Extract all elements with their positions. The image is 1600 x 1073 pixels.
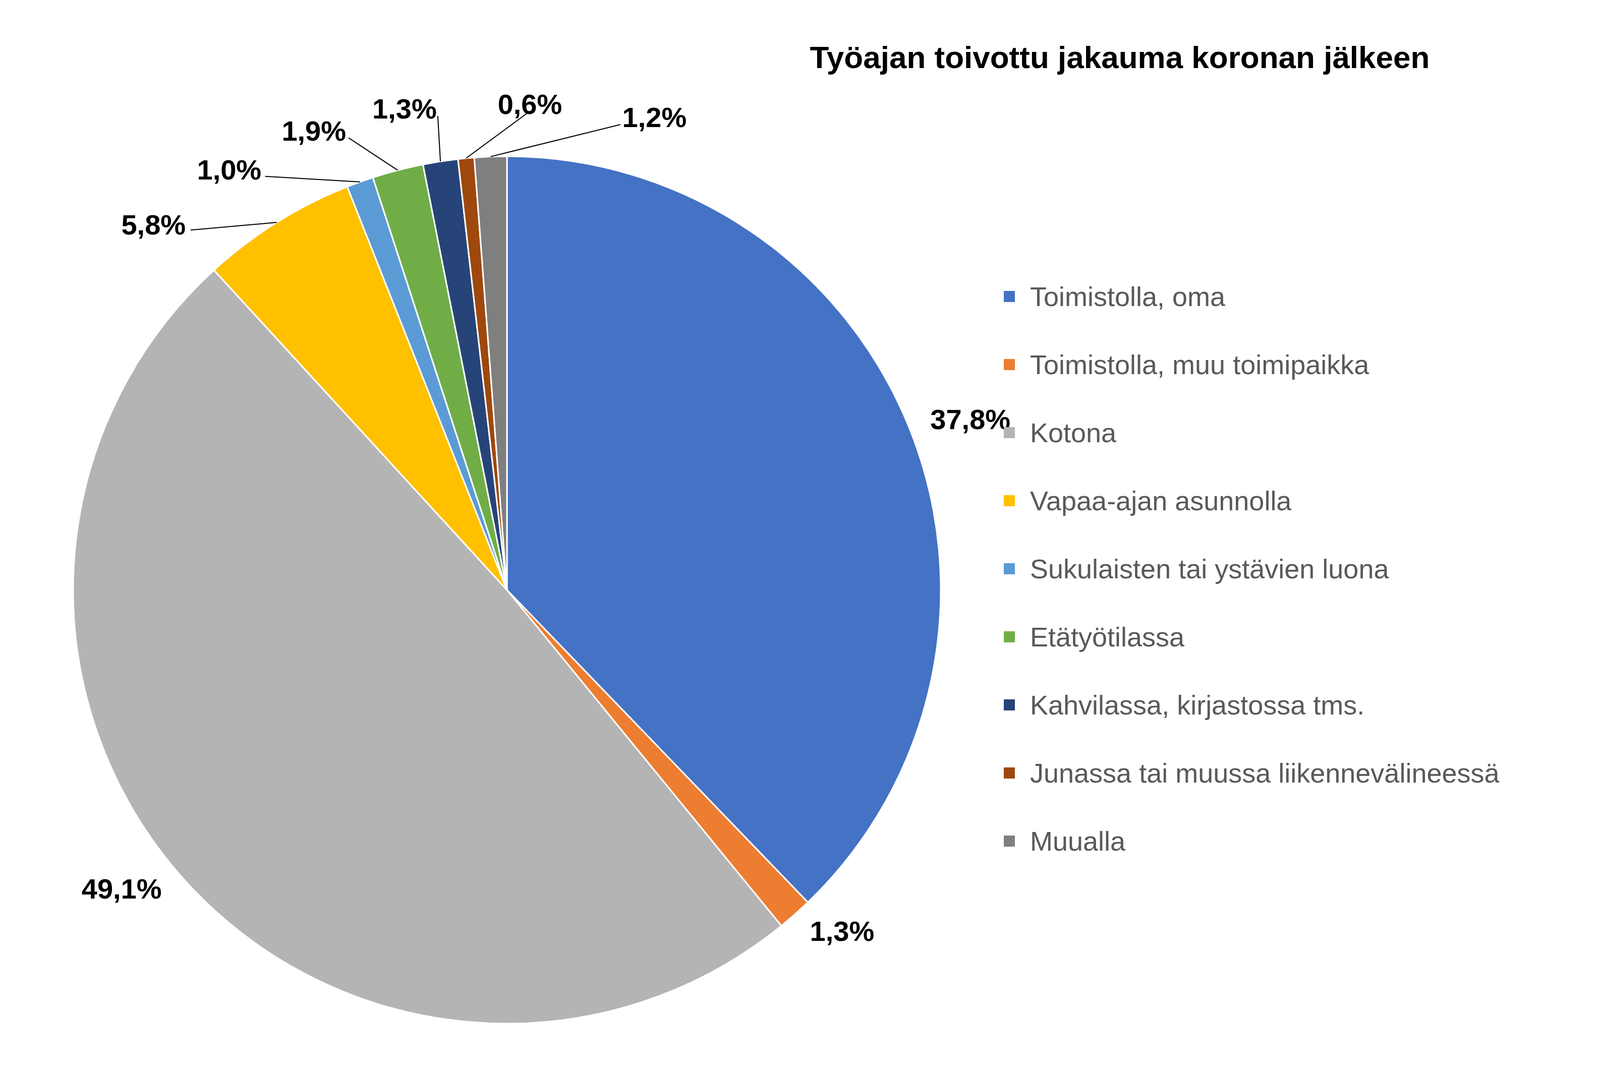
html-text:Vapaa-ajan asunnolla: Vapaa-ajan asunnolla (1030, 485, 1292, 516)
svg-text:49,1%: 49,1% (81, 873, 162, 905)
svg-text:1,3%: 1,3% (372, 92, 437, 125)
html-text:Etätyötilassa: Etätyötilassa (1030, 621, 1185, 652)
svg-text:1,2%: 1,2% (622, 101, 688, 134)
html-text:Muualla: Muualla (1030, 825, 1126, 857)
html-text:Toimistolla, muu toimipaikka: Toimistolla, muu toimipaikka (1030, 349, 1370, 380)
svg-text:5,8%: 5,8% (121, 208, 186, 241)
html-text:Sukulaisten tai ystävien luona: Sukulaisten tai ystävien luona (1030, 553, 1389, 584)
html-text:Työajan toivottu jakauma koron: Työajan toivottu jakauma koronan jälkeen (809, 39, 1430, 75)
svg-text:0,6%: 0,6% (497, 88, 563, 121)
html-text:Junassa tai muussa liikenneväl: Junassa tai muussa liikennevälineessä (1030, 757, 1500, 789)
html-text:Kahvilassa, kirjastossa tms.: Kahvilassa, kirjastossa tms. (1030, 689, 1365, 721)
html-text:Kotona: Kotona (1030, 417, 1117, 448)
svg-text:37,8%: 37,8% (930, 403, 1011, 436)
html-text:Toimistolla, oma: Toimistolla, oma (1030, 281, 1226, 312)
svg-text:1,0%: 1,0% (196, 153, 262, 186)
svg-text:1,9%: 1,9% (281, 115, 347, 147)
svg-text:1,3%: 1,3% (810, 915, 875, 948)
